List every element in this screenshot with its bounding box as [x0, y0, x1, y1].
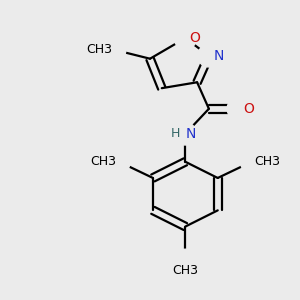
- Text: CH3: CH3: [254, 155, 280, 168]
- Text: O: O: [243, 102, 254, 116]
- Circle shape: [174, 249, 197, 272]
- Text: N: N: [213, 49, 224, 63]
- Circle shape: [103, 39, 126, 61]
- Text: O: O: [190, 31, 201, 45]
- Circle shape: [227, 98, 250, 120]
- Circle shape: [240, 151, 263, 173]
- Text: N: N: [185, 127, 196, 141]
- Circle shape: [108, 151, 130, 173]
- Text: CH3: CH3: [86, 44, 112, 56]
- Text: CH3: CH3: [91, 155, 117, 168]
- Text: H: H: [171, 127, 180, 140]
- Circle shape: [174, 27, 197, 49]
- Circle shape: [198, 45, 220, 67]
- Text: CH3: CH3: [172, 264, 198, 277]
- Circle shape: [174, 123, 197, 145]
